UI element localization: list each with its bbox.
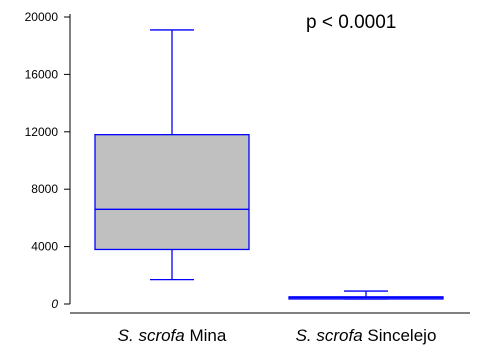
y-ticks: 20000 16000 12000 8000 4000 0 xyxy=(25,10,70,311)
p-value-annotation: p < 0.0001 xyxy=(306,12,396,33)
category-species: S. scrofa xyxy=(296,326,363,345)
box-iqr xyxy=(94,134,250,251)
y-tick-label: 20000 xyxy=(25,10,59,24)
axes xyxy=(69,14,470,314)
category-site: Sincelejo xyxy=(363,326,437,345)
category-site: Mina xyxy=(185,326,227,345)
category-label: S. scrofa Mina xyxy=(118,326,227,345)
box-2 xyxy=(288,290,444,300)
category-labels: S. scrofa Mina S. scrofa Sincelejo xyxy=(118,326,437,345)
y-tick-label: 4000 xyxy=(31,240,58,254)
y-tick-label: 8000 xyxy=(31,182,58,196)
y-tick-label: 0 xyxy=(51,297,58,311)
category-label: S. scrofa Sincelejo xyxy=(296,326,437,345)
box-1 xyxy=(94,29,250,281)
y-tick-label: 12000 xyxy=(25,125,59,139)
boxes xyxy=(94,29,444,300)
category-species: S. scrofa xyxy=(118,326,185,345)
y-tick-label: 16000 xyxy=(25,67,59,81)
